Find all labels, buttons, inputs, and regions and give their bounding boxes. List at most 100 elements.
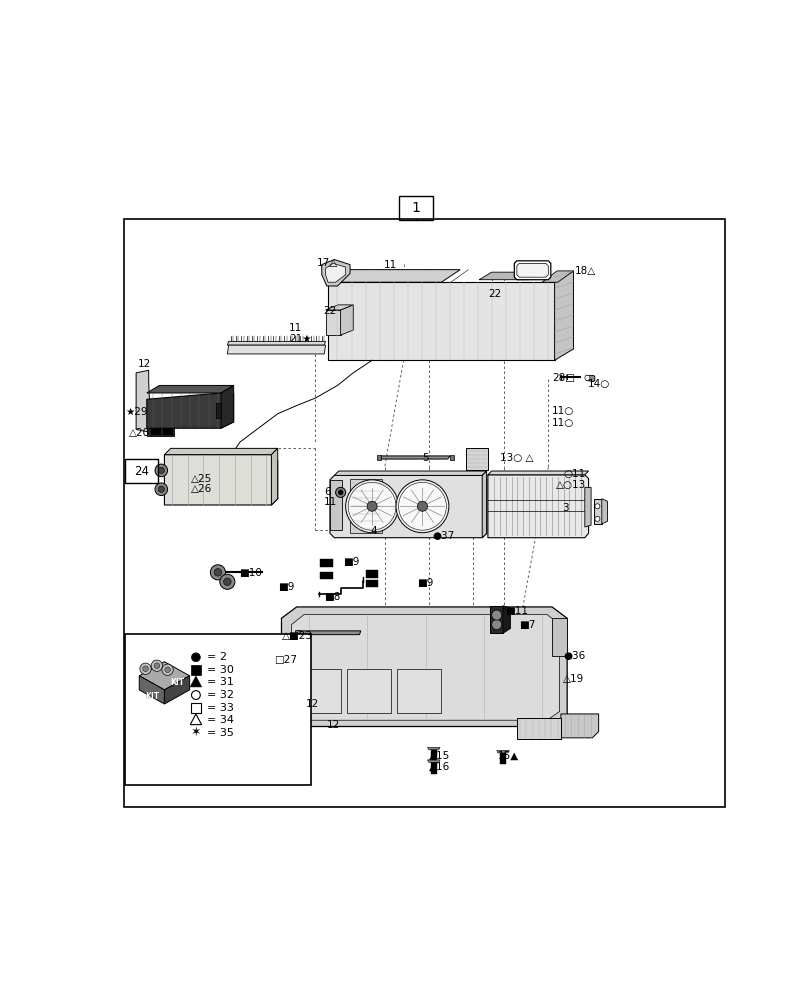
Text: 12: 12 bbox=[138, 359, 151, 369]
Text: ■8: ■8 bbox=[324, 592, 341, 602]
Text: ✶: ✶ bbox=[191, 726, 201, 739]
Text: 4: 4 bbox=[371, 526, 377, 536]
Text: = 30: = 30 bbox=[207, 665, 234, 675]
Polygon shape bbox=[378, 456, 449, 459]
Polygon shape bbox=[296, 631, 360, 635]
Polygon shape bbox=[190, 676, 201, 687]
Polygon shape bbox=[341, 305, 353, 335]
Circle shape bbox=[165, 667, 170, 673]
Circle shape bbox=[491, 610, 501, 620]
Circle shape bbox=[191, 691, 200, 699]
Polygon shape bbox=[139, 662, 190, 690]
Text: ■9: ■9 bbox=[417, 578, 433, 588]
Polygon shape bbox=[430, 761, 436, 774]
Text: ●37: ●37 bbox=[432, 531, 454, 541]
Circle shape bbox=[220, 574, 234, 589]
Polygon shape bbox=[427, 760, 440, 762]
Text: ■7: ■7 bbox=[519, 620, 535, 630]
Polygon shape bbox=[320, 559, 333, 567]
Polygon shape bbox=[164, 676, 190, 704]
Polygon shape bbox=[190, 714, 201, 725]
Circle shape bbox=[154, 663, 160, 669]
Polygon shape bbox=[329, 475, 486, 538]
Text: 11○: 11○ bbox=[551, 418, 573, 428]
Text: 11: 11 bbox=[289, 323, 302, 333]
Polygon shape bbox=[482, 471, 486, 538]
Polygon shape bbox=[366, 570, 378, 578]
Polygon shape bbox=[366, 580, 378, 587]
Polygon shape bbox=[376, 455, 380, 460]
Text: 28□: 28□ bbox=[551, 373, 574, 383]
Circle shape bbox=[191, 653, 200, 662]
Polygon shape bbox=[334, 471, 486, 475]
Text: 18△: 18△ bbox=[574, 266, 595, 276]
Polygon shape bbox=[321, 260, 350, 286]
Polygon shape bbox=[500, 752, 505, 764]
Circle shape bbox=[214, 569, 221, 576]
Text: 13○ △: 13○ △ bbox=[500, 453, 534, 463]
Text: 11: 11 bbox=[383, 260, 397, 270]
Circle shape bbox=[417, 501, 427, 511]
Text: ■9: ■9 bbox=[343, 557, 359, 567]
Polygon shape bbox=[502, 606, 510, 633]
Text: = 35: = 35 bbox=[207, 728, 234, 738]
Text: 11: 11 bbox=[324, 497, 337, 507]
Circle shape bbox=[491, 620, 501, 630]
Text: 3: 3 bbox=[561, 503, 568, 513]
Text: = 31: = 31 bbox=[207, 677, 234, 687]
Bar bbox=[125, 634, 311, 785]
Polygon shape bbox=[164, 448, 277, 455]
Circle shape bbox=[584, 375, 589, 380]
Polygon shape bbox=[346, 669, 391, 713]
Polygon shape bbox=[496, 750, 508, 753]
Text: ▲16: ▲16 bbox=[428, 762, 449, 772]
Text: 15▲: 15▲ bbox=[497, 750, 518, 760]
Circle shape bbox=[396, 480, 448, 533]
Text: □27: □27 bbox=[273, 655, 297, 665]
Text: ★29: ★29 bbox=[125, 407, 148, 417]
Polygon shape bbox=[281, 607, 566, 727]
Polygon shape bbox=[216, 403, 221, 418]
Text: ▲15: ▲15 bbox=[428, 750, 449, 760]
Polygon shape bbox=[271, 448, 277, 505]
Circle shape bbox=[348, 482, 396, 530]
Circle shape bbox=[210, 565, 225, 580]
Circle shape bbox=[367, 501, 376, 511]
Text: KIT: KIT bbox=[144, 692, 159, 701]
Polygon shape bbox=[328, 270, 460, 282]
Polygon shape bbox=[449, 455, 453, 460]
Polygon shape bbox=[328, 282, 554, 360]
Text: ■10: ■10 bbox=[238, 568, 261, 578]
Polygon shape bbox=[551, 618, 566, 656]
Polygon shape bbox=[325, 263, 345, 282]
Polygon shape bbox=[221, 385, 234, 428]
Polygon shape bbox=[513, 261, 550, 280]
Polygon shape bbox=[147, 428, 174, 436]
Polygon shape bbox=[150, 429, 161, 435]
Text: 14○: 14○ bbox=[586, 379, 609, 389]
Polygon shape bbox=[163, 429, 173, 435]
Bar bbox=[125, 459, 158, 483]
Polygon shape bbox=[517, 263, 547, 277]
Circle shape bbox=[345, 480, 398, 533]
Polygon shape bbox=[320, 572, 333, 579]
Text: 22: 22 bbox=[487, 289, 500, 299]
Bar bbox=[191, 703, 200, 713]
Circle shape bbox=[155, 464, 167, 477]
Bar bbox=[398, 196, 433, 220]
Circle shape bbox=[398, 482, 446, 530]
Text: = 33: = 33 bbox=[207, 703, 234, 713]
Polygon shape bbox=[487, 471, 588, 475]
Text: △19: △19 bbox=[563, 674, 584, 684]
Text: ■9: ■9 bbox=[277, 582, 294, 592]
Polygon shape bbox=[136, 370, 150, 432]
Polygon shape bbox=[542, 271, 573, 282]
Circle shape bbox=[143, 666, 148, 672]
Polygon shape bbox=[147, 385, 234, 393]
Polygon shape bbox=[147, 393, 234, 428]
Polygon shape bbox=[164, 455, 277, 505]
Polygon shape bbox=[139, 676, 164, 704]
Polygon shape bbox=[397, 669, 441, 713]
Circle shape bbox=[335, 487, 345, 497]
Circle shape bbox=[158, 486, 164, 492]
